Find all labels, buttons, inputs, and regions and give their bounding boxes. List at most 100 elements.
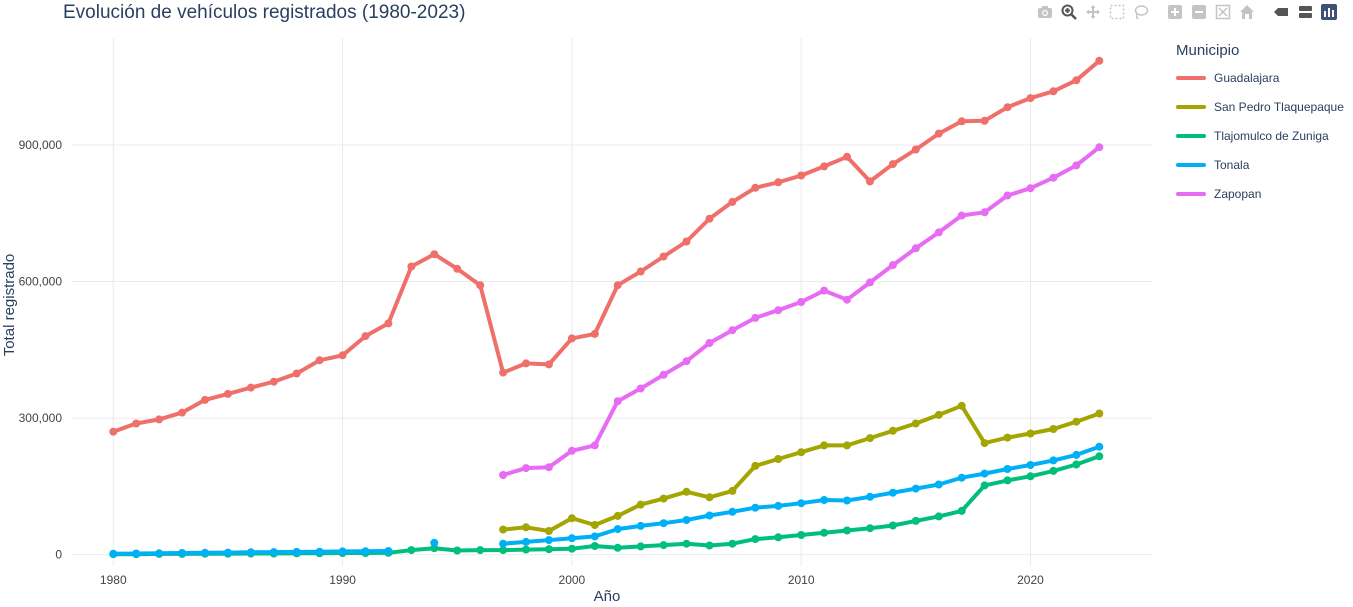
data-point[interactable] bbox=[1072, 76, 1081, 85]
data-point[interactable] bbox=[911, 244, 920, 253]
data-point[interactable] bbox=[797, 499, 806, 508]
data-point[interactable] bbox=[1026, 472, 1035, 481]
spike-lines-icon[interactable] bbox=[1271, 2, 1291, 22]
data-point[interactable] bbox=[888, 261, 897, 270]
data-point[interactable] bbox=[1026, 461, 1035, 469]
data-point[interactable] bbox=[1026, 429, 1035, 438]
data-point[interactable] bbox=[774, 306, 783, 315]
data-point[interactable] bbox=[522, 464, 530, 473]
data-point[interactable] bbox=[430, 250, 439, 259]
data-point[interactable] bbox=[269, 377, 278, 386]
data-point[interactable] bbox=[1026, 184, 1035, 193]
legend-item[interactable]: Guadalajara bbox=[1176, 63, 1344, 92]
data-point[interactable] bbox=[705, 541, 714, 550]
data-point[interactable] bbox=[911, 419, 920, 428]
legend-item[interactable]: Tonala bbox=[1176, 150, 1344, 179]
data-point[interactable] bbox=[820, 162, 829, 171]
data-point[interactable] bbox=[613, 543, 622, 552]
data-point[interactable] bbox=[751, 535, 760, 544]
data-point[interactable] bbox=[1072, 417, 1081, 426]
data-point[interactable] bbox=[843, 526, 851, 535]
data-point[interactable] bbox=[934, 512, 943, 521]
data-point[interactable] bbox=[1072, 460, 1081, 469]
data-point[interactable] bbox=[315, 547, 324, 556]
data-point[interactable] bbox=[476, 546, 485, 555]
data-point[interactable] bbox=[544, 360, 553, 369]
data-point[interactable] bbox=[774, 178, 783, 187]
data-point[interactable] bbox=[957, 473, 966, 482]
data-point[interactable] bbox=[705, 214, 714, 223]
data-point[interactable] bbox=[843, 295, 851, 304]
data-point[interactable] bbox=[636, 500, 645, 509]
data-point[interactable] bbox=[728, 197, 737, 206]
data-point[interactable] bbox=[728, 507, 737, 516]
data-point[interactable] bbox=[774, 455, 783, 463]
data-point[interactable] bbox=[911, 484, 920, 493]
data-point[interactable] bbox=[636, 267, 645, 276]
data-point[interactable] bbox=[155, 415, 164, 424]
data-point[interactable] bbox=[590, 532, 599, 541]
data-point[interactable] bbox=[499, 546, 508, 555]
data-point[interactable] bbox=[820, 441, 829, 450]
legend-item[interactable]: Zapopan bbox=[1176, 179, 1344, 208]
data-point[interactable] bbox=[338, 351, 347, 360]
data-point[interactable] bbox=[659, 541, 668, 550]
data-point[interactable] bbox=[728, 539, 737, 548]
data-point[interactable] bbox=[338, 547, 347, 556]
data-point[interactable] bbox=[544, 545, 553, 554]
data-point[interactable] bbox=[888, 488, 897, 497]
data-point[interactable] bbox=[797, 448, 806, 457]
data-point[interactable] bbox=[934, 410, 943, 419]
data-point[interactable] bbox=[888, 521, 897, 530]
data-point[interactable] bbox=[567, 514, 576, 523]
data-point[interactable] bbox=[934, 480, 943, 489]
data-point[interactable] bbox=[980, 116, 989, 125]
data-point[interactable] bbox=[201, 395, 209, 404]
data-point[interactable] bbox=[544, 527, 553, 535]
data-point[interactable] bbox=[843, 152, 851, 161]
data-point[interactable] bbox=[728, 486, 737, 495]
data-point[interactable] bbox=[843, 441, 851, 450]
data-point[interactable] bbox=[866, 278, 874, 287]
pan-icon[interactable] bbox=[1083, 2, 1103, 22]
data-point[interactable] bbox=[797, 531, 806, 539]
data-point[interactable] bbox=[453, 546, 462, 555]
zoom-icon[interactable] bbox=[1059, 2, 1079, 22]
data-point[interactable] bbox=[820, 286, 829, 295]
data-point[interactable] bbox=[522, 537, 530, 546]
data-point[interactable] bbox=[659, 252, 668, 261]
data-point[interactable] bbox=[797, 298, 806, 306]
data-point[interactable] bbox=[246, 548, 255, 557]
data-point[interactable] bbox=[980, 208, 989, 217]
zoom-out-icon[interactable] bbox=[1189, 2, 1209, 22]
data-point[interactable] bbox=[407, 262, 416, 271]
plotly-logo-icon[interactable] bbox=[1319, 2, 1339, 22]
data-point[interactable] bbox=[132, 549, 141, 558]
data-point[interactable] bbox=[957, 117, 966, 126]
data-point[interactable] bbox=[820, 528, 829, 537]
data-point[interactable] bbox=[820, 496, 829, 504]
data-point[interactable] bbox=[361, 332, 370, 341]
data-point[interactable] bbox=[1003, 465, 1012, 473]
data-point[interactable] bbox=[453, 264, 462, 273]
data-point[interactable] bbox=[361, 547, 370, 556]
data-point[interactable] bbox=[613, 281, 622, 290]
data-point[interactable] bbox=[1095, 56, 1104, 65]
data-point[interactable] bbox=[751, 461, 760, 470]
data-point[interactable] bbox=[522, 523, 530, 532]
data-point[interactable] bbox=[292, 369, 301, 378]
autoscale-icon[interactable] bbox=[1213, 2, 1233, 22]
data-point[interactable] bbox=[407, 546, 416, 555]
data-point[interactable] bbox=[499, 539, 508, 548]
data-point[interactable] bbox=[544, 463, 553, 472]
data-point[interactable] bbox=[499, 525, 508, 534]
data-point[interactable] bbox=[957, 506, 966, 515]
data-point[interactable] bbox=[774, 533, 783, 542]
data-point[interactable] bbox=[980, 481, 989, 490]
data-point[interactable] bbox=[866, 434, 874, 443]
data-point[interactable] bbox=[659, 494, 668, 503]
data-point[interactable] bbox=[682, 237, 691, 246]
data-point[interactable] bbox=[888, 426, 897, 435]
data-point[interactable] bbox=[888, 160, 897, 169]
data-point[interactable] bbox=[1049, 173, 1058, 182]
